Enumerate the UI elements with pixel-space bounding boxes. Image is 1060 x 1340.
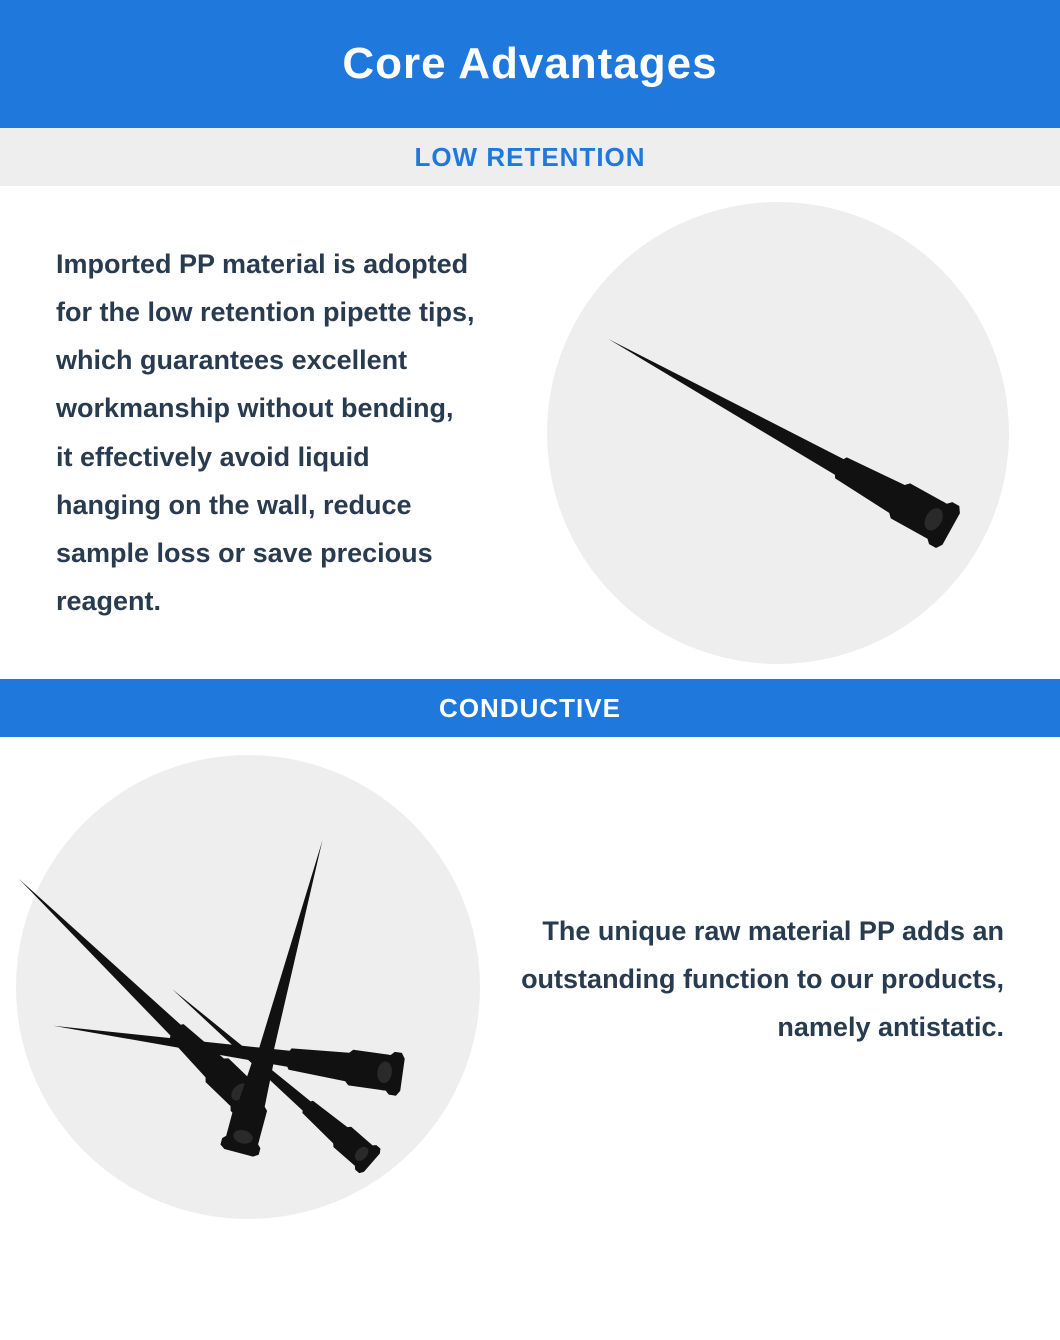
section1-subtitle-bar: LOW RETENTION [0, 128, 1060, 186]
section2-text: The unique raw material PP adds an outst… [510, 907, 1004, 1051]
section1-row: Imported PP material is adopted for the … [0, 186, 1060, 679]
section2-image-col [0, 755, 510, 1219]
section2-row: The unique raw material PP adds an outst… [0, 737, 1060, 1340]
page-title: Core Advantages [342, 39, 717, 89]
pipette-tip-group-icon [16, 755, 480, 1219]
section1-image-col [495, 202, 1060, 664]
section1-text: Imported PP material is adopted for the … [56, 240, 475, 624]
pipette-tip-icon [0, 858, 270, 1123]
section2-circle [16, 755, 480, 1219]
section1-subtitle: LOW RETENTION [414, 142, 645, 173]
section2-subtitle: CONDUCTIVE [439, 693, 621, 724]
header-bar: Core Advantages [0, 0, 1060, 128]
pipette-tip-single-icon [588, 309, 967, 555]
section2-subtitle-bar: CONDUCTIVE [0, 679, 1060, 737]
section1-circle [547, 202, 1009, 664]
section1-text-col: Imported PP material is adopted for the … [0, 240, 495, 624]
section2-text-col: The unique raw material PP adds an outst… [510, 755, 1060, 1051]
